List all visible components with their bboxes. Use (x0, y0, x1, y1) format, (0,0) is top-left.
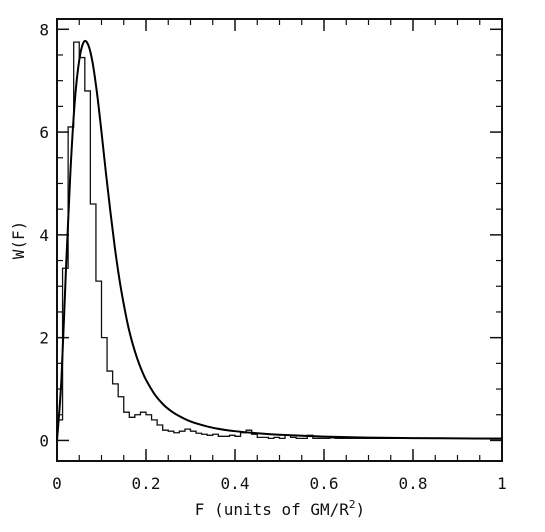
x-tick-labels: 0 0.2 0.4 0.6 0.8 1 (52, 474, 507, 493)
x-tick-label: 0 (52, 474, 62, 493)
plot-frame (56, 18, 503, 462)
x-axis-title: F (units of GM/R2) (195, 498, 365, 519)
x-tick-label: 0.2 (132, 474, 161, 493)
x-tick-label: 0.4 (221, 474, 250, 493)
x-tick-label: 0.6 (310, 474, 339, 493)
y-tick-label: 2 (39, 329, 49, 348)
y-tick-label: 4 (39, 226, 49, 245)
fit-curve-series (56, 39, 503, 441)
y-tick-label: 0 (39, 431, 49, 450)
x-axis-title-superscript: 2 (349, 498, 356, 511)
x-tick-label: 0.8 (399, 474, 428, 493)
y-tick-label: 8 (39, 20, 49, 39)
x-axis-title-main: F (units of GM/R (195, 500, 349, 519)
y-tick-label: 6 (39, 123, 49, 142)
x-axis-title-close: ) (356, 500, 366, 519)
x-tick-label: 1 (497, 474, 507, 493)
axis-ticks (56, 19, 503, 461)
y-axis-title: W(F) (9, 221, 28, 260)
histogram-series (56, 41, 502, 441)
y-tick-labels: 0 2 4 6 8 (39, 20, 49, 450)
